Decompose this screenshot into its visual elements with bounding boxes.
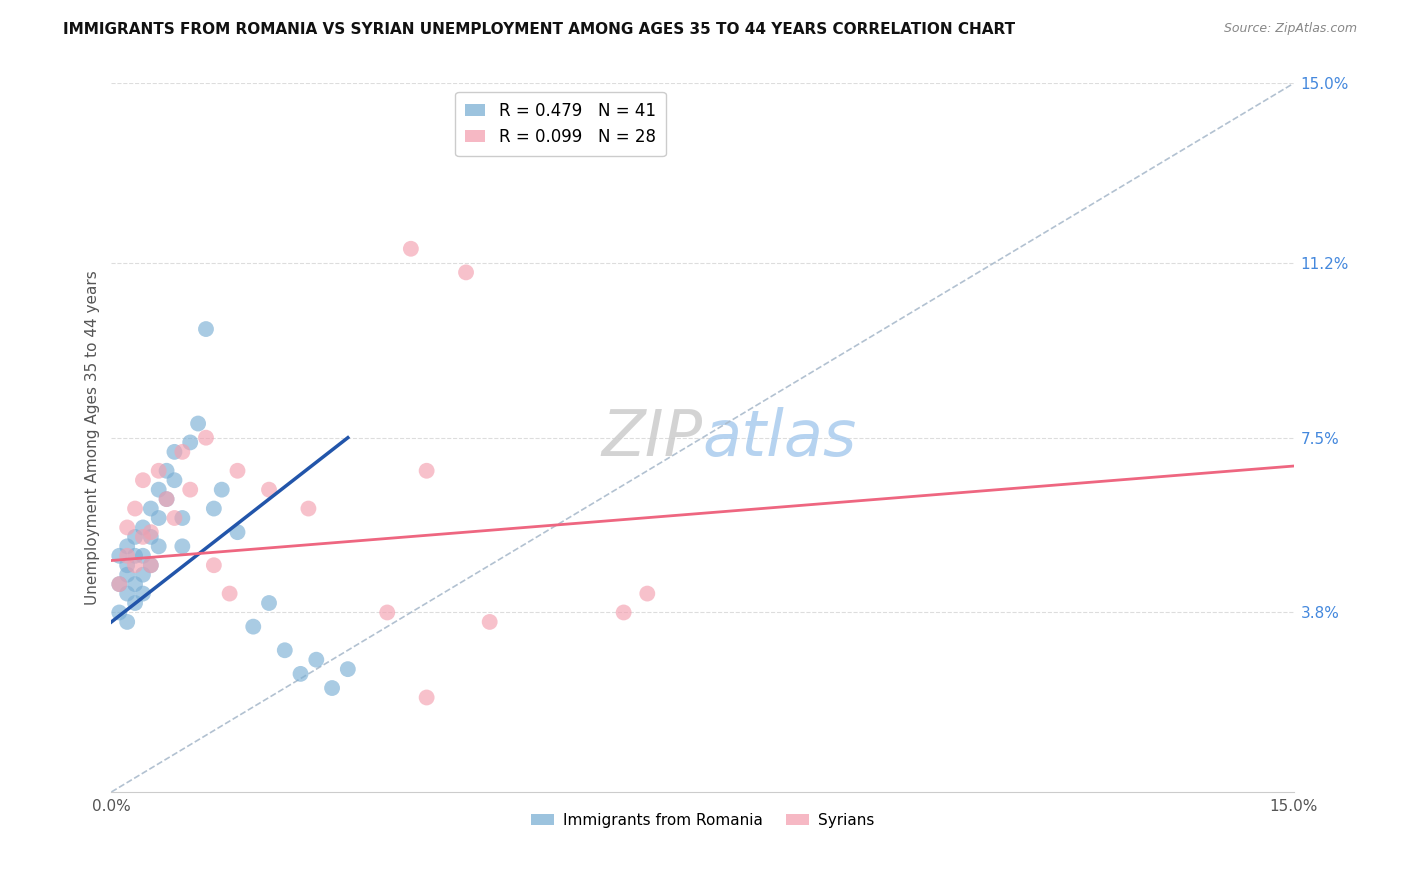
Point xyxy=(139,501,162,516)
Point xyxy=(218,586,240,600)
Point xyxy=(211,483,233,497)
Point xyxy=(172,445,194,459)
Point xyxy=(108,577,131,591)
Point xyxy=(187,417,209,431)
Point xyxy=(305,653,328,667)
Point xyxy=(636,586,658,600)
Point xyxy=(163,473,186,487)
Y-axis label: Unemployment Among Ages 35 to 44 years: Unemployment Among Ages 35 to 44 years xyxy=(86,270,100,605)
Point xyxy=(132,473,155,487)
Point xyxy=(124,577,146,591)
Point xyxy=(194,322,217,336)
Point xyxy=(132,549,155,563)
Point xyxy=(132,567,155,582)
Point xyxy=(108,549,131,563)
Point xyxy=(115,549,138,563)
Point xyxy=(115,615,138,629)
Point xyxy=(124,549,146,563)
Point xyxy=(115,558,138,573)
Point xyxy=(139,530,162,544)
Point xyxy=(155,492,177,507)
Point xyxy=(148,539,170,553)
Point xyxy=(124,530,146,544)
Text: IMMIGRANTS FROM ROMANIA VS SYRIAN UNEMPLOYMENT AMONG AGES 35 TO 44 YEARS CORRELA: IMMIGRANTS FROM ROMANIA VS SYRIAN UNEMPL… xyxy=(63,22,1015,37)
Point xyxy=(242,620,264,634)
Point xyxy=(148,464,170,478)
Point xyxy=(172,511,194,525)
Point xyxy=(257,483,280,497)
Point xyxy=(194,431,217,445)
Point xyxy=(202,558,225,573)
Text: atlas: atlas xyxy=(703,407,856,468)
Point xyxy=(115,539,138,553)
Point xyxy=(155,464,177,478)
Point xyxy=(172,539,194,553)
Point xyxy=(148,483,170,497)
Point xyxy=(202,501,225,516)
Point xyxy=(115,567,138,582)
Point xyxy=(375,606,398,620)
Point xyxy=(115,586,138,600)
Point xyxy=(155,492,177,507)
Point xyxy=(226,464,249,478)
Point xyxy=(415,464,437,478)
Point xyxy=(139,558,162,573)
Text: ZIP: ZIP xyxy=(602,407,703,468)
Point xyxy=(139,558,162,573)
Point xyxy=(132,586,155,600)
Text: Source: ZipAtlas.com: Source: ZipAtlas.com xyxy=(1223,22,1357,36)
Point xyxy=(108,577,131,591)
Point xyxy=(124,558,146,573)
Point xyxy=(226,525,249,540)
Point xyxy=(454,265,477,279)
Point xyxy=(297,501,319,516)
Point xyxy=(399,242,422,256)
Point xyxy=(132,530,155,544)
Point xyxy=(321,681,343,695)
Legend: Immigrants from Romania, Syrians: Immigrants from Romania, Syrians xyxy=(524,806,880,834)
Point xyxy=(613,606,636,620)
Point xyxy=(132,520,155,534)
Point xyxy=(148,511,170,525)
Point xyxy=(257,596,280,610)
Point xyxy=(274,643,297,657)
Point xyxy=(290,666,312,681)
Point xyxy=(179,435,201,450)
Point xyxy=(336,662,359,676)
Point xyxy=(163,445,186,459)
Point xyxy=(179,483,201,497)
Point xyxy=(108,606,131,620)
Point xyxy=(124,501,146,516)
Point xyxy=(139,525,162,540)
Point xyxy=(478,615,501,629)
Point xyxy=(163,511,186,525)
Point xyxy=(124,596,146,610)
Point xyxy=(415,690,437,705)
Point xyxy=(115,520,138,534)
